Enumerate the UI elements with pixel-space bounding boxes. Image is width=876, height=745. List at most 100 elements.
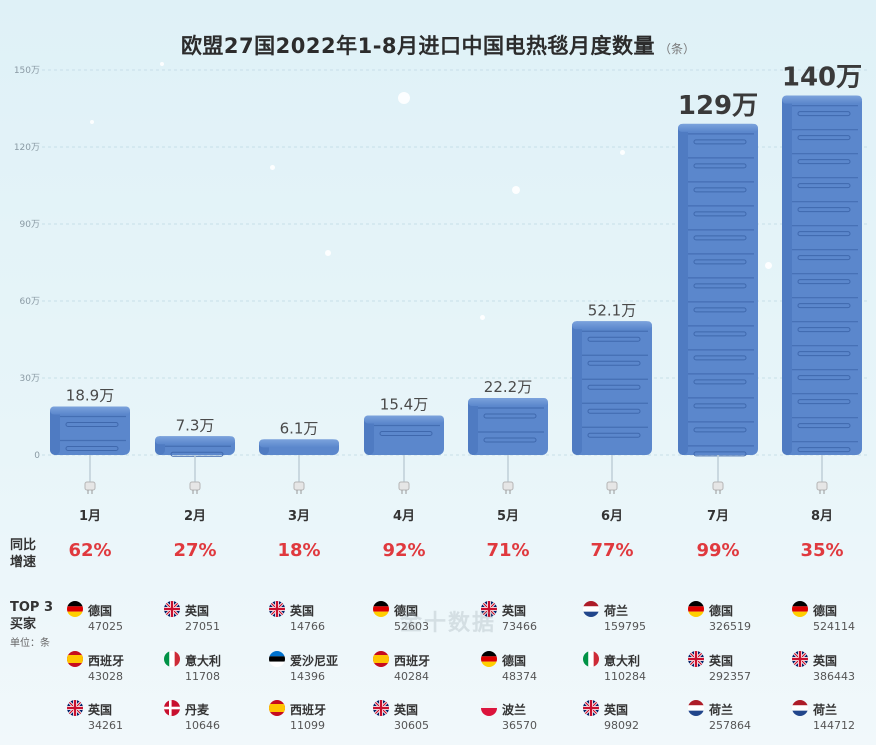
yoy-value: 62% <box>68 540 112 561</box>
y-tick-label: 90万 <box>20 220 40 230</box>
snow-dot <box>90 120 94 124</box>
buyer-value: 43028 <box>88 670 123 683</box>
snow-dot <box>512 186 520 194</box>
buyer-value: 73466 <box>502 620 537 633</box>
bar <box>468 398 548 455</box>
x-tick-label: 4月 <box>393 509 415 524</box>
top3-row-label: TOP 3 买家 单位：条 <box>10 599 53 652</box>
snow-dot <box>480 315 485 320</box>
buyer-value: 292357 <box>709 670 751 683</box>
value-label: 22.2万 <box>484 378 532 396</box>
buyer-country: 丹麦 <box>185 703 210 717</box>
nl-flag-icon <box>583 601 599 617</box>
bar <box>259 439 339 455</box>
nl-flag-icon <box>688 700 704 716</box>
bar <box>50 406 130 455</box>
value-label: 52.1万 <box>588 301 636 319</box>
buyer-value: 47025 <box>88 620 123 633</box>
plug-icon <box>84 455 96 494</box>
ee-flag-icon <box>269 651 285 667</box>
y-tick-label: 120万 <box>14 143 40 153</box>
buyer-value: 144712 <box>813 719 855 732</box>
buyer-country: 荷兰 <box>709 703 734 717</box>
top3-label-line2: 买家 <box>10 617 37 632</box>
buyer-country: 西班牙 <box>88 654 125 668</box>
buyer-value: 326519 <box>709 620 751 633</box>
y-tick-label: 30万 <box>20 374 40 384</box>
plug-icon <box>398 455 410 494</box>
buyer-value: 386443 <box>813 670 855 683</box>
bar <box>782 95 862 456</box>
x-tick-label: 1月 <box>79 509 101 524</box>
bar <box>678 123 758 457</box>
bar <box>572 321 652 455</box>
buyer-value: 36570 <box>502 719 537 732</box>
buyer-country: 德国 <box>502 654 527 668</box>
watermark: 金十数据 <box>400 611 497 636</box>
buyer-country: 西班牙 <box>290 703 327 717</box>
es-flag-icon <box>373 651 389 667</box>
snow-dot <box>325 250 331 256</box>
yoy-value: 71% <box>486 540 530 561</box>
buyer-country: 英国 <box>709 654 734 668</box>
bar-chart: 0 30万 60万 90万 120万 150万 18.9万 1月 7.3万 2月 6.1万 3月 15… <box>14 63 870 524</box>
buyer-country: 英国 <box>813 654 838 668</box>
buyer-country: 德国 <box>394 604 419 618</box>
de-flag-icon <box>67 601 83 617</box>
plug-icon <box>816 455 828 494</box>
de-flag-icon <box>373 601 389 617</box>
snow-dot <box>620 150 625 155</box>
nl-flag-icon <box>792 700 808 716</box>
buyer-country: 英国 <box>394 703 419 717</box>
buyer-value: 11708 <box>185 670 220 683</box>
buyer-value: 34261 <box>88 719 123 732</box>
buyer-value: 524114 <box>813 620 855 633</box>
buyer-value: 10646 <box>185 719 220 732</box>
buyer-country: 波兰 <box>502 703 527 717</box>
buyer-country: 德国 <box>813 604 838 618</box>
yoy-value: 18% <box>277 540 321 561</box>
pl-flag-icon <box>481 700 497 716</box>
buyer-value: 98092 <box>604 719 639 732</box>
x-tick-label: 7月 <box>707 509 729 524</box>
yoy-label-line2: 增速 <box>10 555 37 570</box>
yoy-value: 92% <box>382 540 426 561</box>
snow-dot <box>270 165 275 170</box>
buyer-country: 德国 <box>709 604 734 618</box>
buyer-country: 德国 <box>88 604 113 618</box>
buyer-value: 159795 <box>604 620 646 633</box>
x-tick-label: 5月 <box>497 509 519 524</box>
buyer-country: 英国 <box>185 604 210 618</box>
bar <box>155 436 235 457</box>
yoy-value: 77% <box>590 540 634 561</box>
buyer-country: 英国 <box>502 604 527 618</box>
buyer-value: 40284 <box>394 670 429 683</box>
snow-dot <box>160 62 164 66</box>
yoy-value: 99% <box>696 540 740 561</box>
y-tick-label: 0 <box>34 451 40 461</box>
de-flag-icon <box>481 651 497 667</box>
de-flag-icon <box>688 601 704 617</box>
bar <box>364 415 444 455</box>
value-label: 129万 <box>678 91 758 121</box>
chart-title-block: 欧盟27国2022年1-8月进口中国电热毯月度数量 （条） <box>0 30 876 60</box>
buyer-value: 27051 <box>185 620 220 633</box>
top3-label-line1: TOP 3 <box>10 600 54 615</box>
y-tick-label: 150万 <box>14 66 40 76</box>
x-tick-label: 8月 <box>811 509 833 524</box>
value-label: 18.9万 <box>66 386 114 404</box>
gb-flag-icon <box>583 700 599 716</box>
x-tick-label: 2月 <box>184 509 206 524</box>
buyer-value: 52603 <box>394 620 429 633</box>
gb-flag-icon <box>164 601 180 617</box>
buyer-country: 西班牙 <box>394 654 431 668</box>
es-flag-icon <box>67 651 83 667</box>
it-flag-icon <box>583 651 599 667</box>
buyer-country: 荷兰 <box>813 703 838 717</box>
plug-icon <box>712 455 724 494</box>
buyer-value: 14766 <box>290 620 325 633</box>
buyer-country: 英国 <box>604 703 629 717</box>
buyer-country: 爱沙尼亚 <box>290 654 339 668</box>
gb-flag-icon <box>269 601 285 617</box>
buyer-value: 30605 <box>394 719 429 732</box>
